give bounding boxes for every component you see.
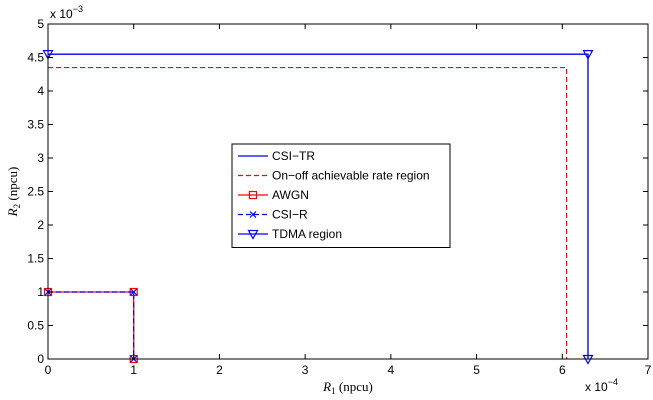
series-line [48, 53, 589, 359]
x-tick-label: 2 [216, 363, 223, 377]
legend: CSI−TR On−off achievable rate region AWGN C… [231, 143, 451, 248]
series-line [48, 291, 135, 359]
series-on-off-achievable-rate-region [48, 66, 568, 359]
marker-x [130, 288, 138, 296]
legend-label: On−off achievable rate region [272, 169, 430, 183]
y-axis-multiplier: x 10−3 [50, 4, 83, 21]
legend-item: TDMA region [238, 227, 342, 241]
legend-label: AWGN [272, 188, 309, 202]
series-line [48, 66, 568, 359]
legend-item: AWGN [238, 188, 309, 202]
series-awgn [43, 287, 138, 364]
y-tick-label: 0 [37, 352, 44, 366]
legend-label: CSI−TR [272, 149, 315, 163]
x-tick-label: 0 [45, 363, 52, 377]
y-tick-label: 4 [37, 84, 44, 98]
legend-item: CSI−R [238, 208, 308, 222]
x-tick-label: 5 [473, 363, 480, 377]
x-axis-multiplier: x 10−4 [585, 377, 618, 394]
marker-square [248, 190, 258, 200]
y-tick-label: 2.5 [27, 185, 44, 199]
y-tick-label: 3 [37, 151, 44, 165]
x-axis-label: R1 (npcu) [322, 379, 373, 396]
series-line [48, 291, 135, 359]
marker-x [249, 211, 257, 218]
x-tick-label: 6 [559, 363, 566, 377]
y-tick-label: 1 [37, 285, 44, 299]
series-csi-r [44, 288, 138, 363]
legend-label: TDMA region [272, 227, 342, 241]
series-layer [42, 50, 594, 365]
legend-label: CSI−R [272, 208, 308, 222]
x-tick-label: 7 [645, 363, 652, 377]
tick-layer: 0 1 2 3 4 5 6 7 0 0.5 1 1.5 2 2.5 3 3.5 4 4.5 5 [27, 17, 651, 377]
legend-box [231, 143, 451, 248]
legend-item: CSI−TR [238, 149, 315, 163]
y-tick-label: 2 [37, 218, 44, 232]
x-tick-label: 1 [130, 363, 137, 377]
y-tick-label: 3.5 [27, 118, 44, 132]
y-axis-label: R2 (npcu) [5, 167, 22, 218]
y-tick-label: 1.5 [27, 252, 44, 266]
legend-item: On−off achievable rate region [238, 169, 430, 183]
y-tick-label: 0.5 [27, 319, 44, 333]
marker-triangle-down [582, 50, 594, 60]
y-tick-label: 5 [37, 17, 44, 31]
y-tick-label: 4.5 [27, 51, 44, 65]
x-tick-label: 3 [302, 363, 309, 377]
x-tick-label: 4 [388, 363, 395, 377]
marker-triangle-down [247, 229, 259, 240]
